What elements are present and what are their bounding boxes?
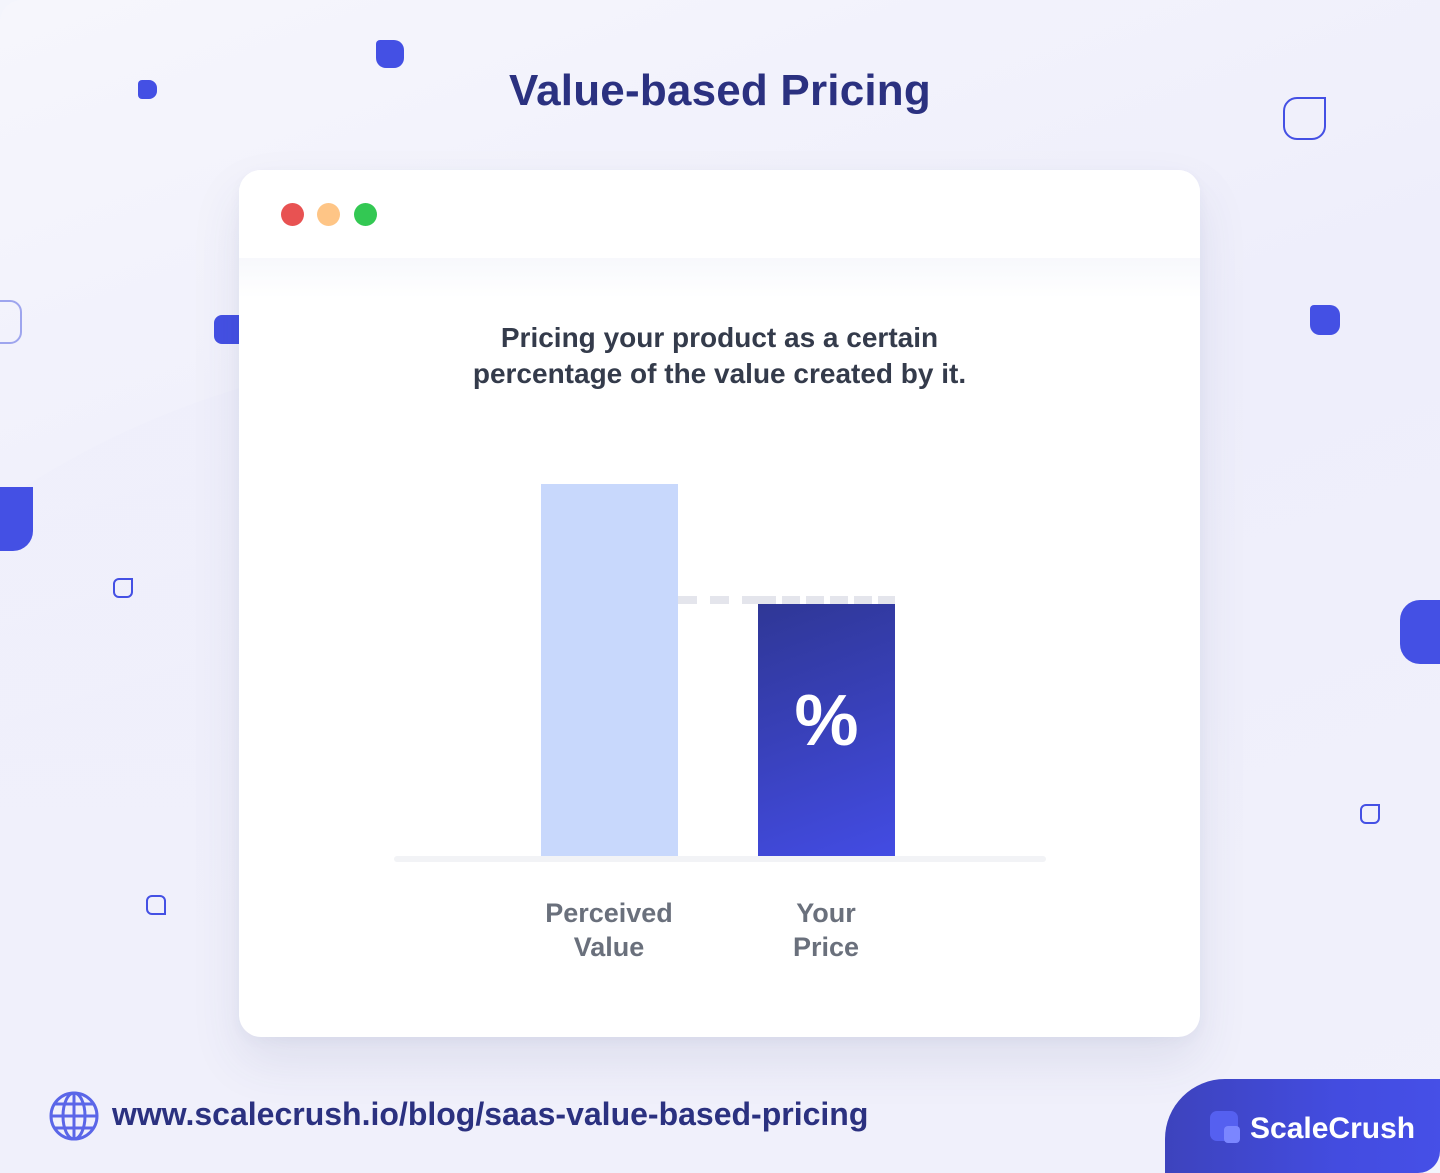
x-label-your-price: Your Price [736,896,916,964]
window-titlebar [239,170,1200,258]
brand-name: ScaleCrush [1250,1112,1416,1145]
chart-baseline [394,856,1046,862]
bar-your-price [758,604,895,858]
decor-outline-square-icon [146,895,166,915]
minimize-dot-icon[interactable] [317,203,340,226]
maximize-dot-icon[interactable] [354,203,377,226]
label-line: Price [792,932,860,962]
percent-symbol: % [794,681,859,761]
browser-window: Pricing your product as a certain percen… [239,170,1200,1037]
scalecrush-logo-icon [1210,1111,1240,1143]
description-line-1: Pricing your product as a certain [500,322,939,353]
decor-square-icon [0,487,33,551]
chart-description: Pricing your product as a certain percen… [239,320,1200,392]
brand-badge: ScaleCrush [1165,1079,1440,1173]
blog-url-link[interactable]: www.scalecrush.io/blog/saas-value-based-… [112,1096,869,1132]
bar-perceived-value [541,484,678,858]
label-line: Perceived [545,898,673,928]
label-line: Value [573,932,645,962]
decor-square-icon [138,80,157,99]
decor-square-icon [376,40,404,68]
dashed-reference-line [678,596,758,604]
decor-outline-square-icon [113,578,133,598]
dashed-reference-line-over-bar [758,596,895,604]
description-line-2: percentage of the value created by it. [472,358,967,389]
decor-square-icon [1400,600,1440,664]
decor-outline-square-icon [1360,804,1380,824]
close-dot-icon[interactable] [281,203,304,226]
decor-outline-square-icon [0,300,22,344]
x-label-perceived-value: Perceived Value [519,896,699,964]
globe-icon [49,1091,99,1141]
page-title: Value-based Pricing [509,66,931,115]
decor-outline-square-icon [1283,97,1326,140]
label-line: Your [796,898,856,928]
titlebar-divider [239,258,1200,298]
decor-square-icon [1310,305,1340,335]
